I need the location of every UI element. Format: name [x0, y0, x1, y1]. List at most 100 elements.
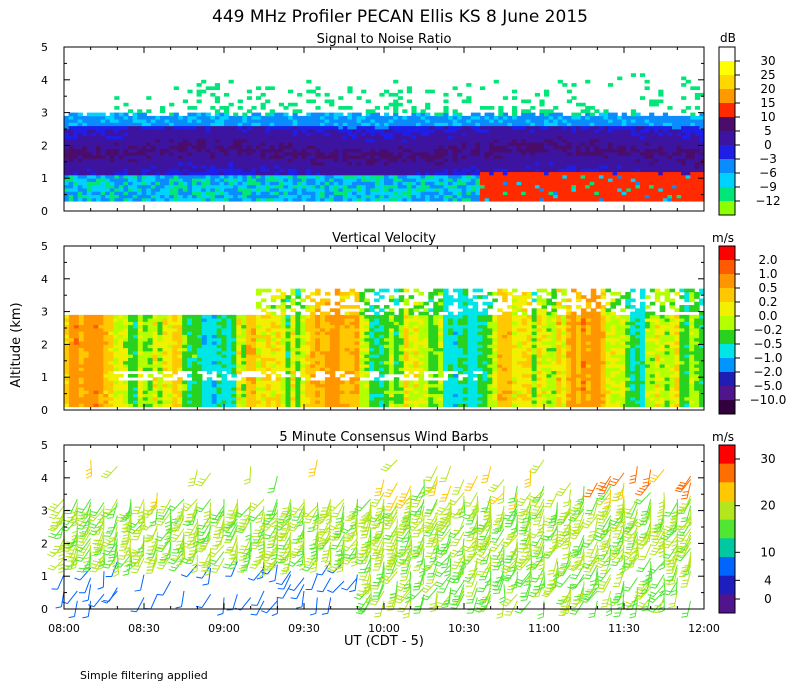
snr-cell — [430, 116, 435, 120]
snr-cell — [553, 165, 558, 169]
snr-cell — [379, 126, 384, 130]
snr-cell — [567, 168, 572, 172]
snr-cell — [379, 132, 384, 136]
snr-cell — [457, 142, 462, 146]
snr-cell — [613, 113, 618, 117]
velocity-cell — [158, 318, 164, 322]
velocity-cell — [94, 331, 100, 335]
snr-cell — [645, 86, 650, 90]
snr-cell — [443, 155, 448, 159]
velocity-cell — [236, 328, 242, 332]
snr-cell — [96, 185, 101, 189]
snr-cell — [224, 195, 229, 199]
snr-cell — [361, 116, 366, 120]
snr-cell — [535, 188, 540, 192]
velocity-cell — [128, 364, 134, 368]
snr-cell — [174, 175, 179, 179]
snr-cell — [366, 162, 371, 166]
snr-cell — [434, 126, 439, 130]
snr-cell — [631, 119, 636, 123]
velocity-cell — [153, 384, 159, 388]
velocity-cell — [226, 380, 232, 384]
snr-cell — [206, 86, 211, 90]
snr-cell — [635, 172, 640, 176]
velocity-cell — [236, 325, 242, 329]
velocity-cell — [89, 394, 95, 398]
snr-cell — [283, 195, 288, 199]
snr-cell — [247, 165, 252, 169]
snr-cell — [306, 90, 311, 94]
velocity-cell — [212, 318, 218, 322]
velocity-cell — [153, 367, 159, 371]
snr-cell — [283, 119, 288, 123]
snr-cell — [681, 185, 686, 189]
snr-cell — [603, 129, 608, 133]
snr-cell — [645, 191, 650, 195]
velocity-cell — [123, 400, 129, 404]
velocity-cell — [172, 361, 178, 365]
snr-cell — [384, 122, 389, 126]
snr-cell — [622, 126, 627, 130]
snr-cell — [174, 185, 179, 189]
snr-cell — [512, 96, 517, 100]
velocity-cell — [197, 354, 203, 358]
snr-cell — [183, 132, 188, 136]
snr-cell — [279, 129, 284, 133]
snr-cell — [462, 181, 467, 185]
snr-cell — [416, 119, 421, 123]
velocity-cell — [197, 338, 203, 342]
velocity-cell — [222, 318, 228, 322]
snr-cell — [215, 191, 220, 195]
snr-cell — [585, 172, 590, 176]
snr-cell — [471, 198, 476, 202]
velocity-cell — [187, 335, 193, 339]
snr-cell — [581, 172, 586, 176]
snr-cell — [617, 198, 622, 202]
snr-cell — [626, 195, 631, 199]
snr-cell — [695, 122, 700, 126]
snr-cell — [681, 116, 686, 120]
snr-cell — [485, 126, 490, 130]
velocity-cell — [197, 387, 203, 391]
snr-cell — [297, 129, 302, 133]
velocity-cell — [222, 374, 228, 378]
velocity-cell — [231, 331, 237, 335]
snr-cell — [169, 198, 174, 202]
snr-cell — [347, 139, 352, 143]
snr-cell — [480, 181, 485, 185]
snr-cell — [133, 116, 138, 120]
snr-cell — [498, 165, 503, 169]
snr-cell — [471, 181, 476, 185]
snr-cell — [274, 132, 279, 136]
snr-cell — [690, 122, 695, 126]
snr-cell — [91, 116, 96, 120]
snr-cell — [142, 178, 147, 182]
snr-cell — [325, 152, 330, 156]
snr-cell — [640, 178, 645, 182]
snr-cell — [645, 195, 650, 199]
snr-cell — [562, 152, 567, 156]
snr-cell — [114, 188, 119, 192]
snr-cell — [663, 168, 668, 172]
snr-cell — [151, 142, 156, 146]
snr-cell — [379, 155, 384, 159]
snr-cell — [137, 159, 142, 163]
snr-cell — [201, 181, 206, 185]
velocity-cell — [177, 358, 183, 362]
snr-cell — [549, 119, 554, 123]
snr-cell — [471, 188, 476, 192]
velocity-cell — [182, 341, 188, 345]
snr-cell — [585, 159, 590, 163]
snr-cell — [325, 159, 330, 163]
velocity-cell — [167, 364, 173, 368]
snr-cell — [622, 195, 627, 199]
velocity-cell — [192, 331, 198, 335]
snr-cell — [178, 139, 183, 143]
snr-cell — [384, 168, 389, 172]
snr-cell — [462, 149, 467, 153]
snr-cell — [215, 181, 220, 185]
snr-cell — [361, 159, 366, 163]
snr-cell — [165, 126, 170, 130]
velocity-cell — [162, 315, 168, 319]
snr-cell — [384, 198, 389, 202]
